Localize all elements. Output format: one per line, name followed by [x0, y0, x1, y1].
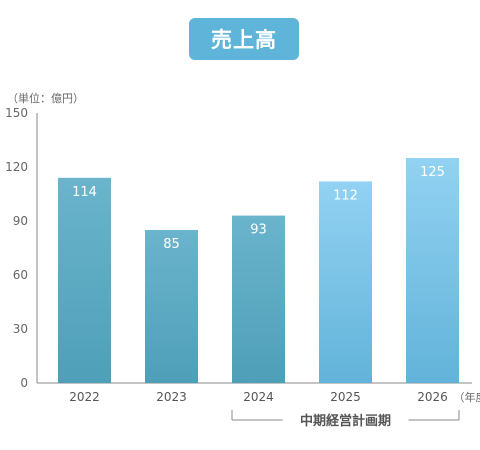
- x-unit-label: （年度）: [454, 390, 480, 404]
- y-tick-label: 0: [20, 376, 28, 390]
- data-label: 93: [250, 223, 267, 238]
- x-tick-label: 2023: [156, 390, 187, 404]
- x-tick-label: 2024: [243, 390, 274, 404]
- data-label: 112: [333, 188, 358, 203]
- data-label: 85: [163, 237, 180, 252]
- x-tick-label: 2025: [330, 390, 361, 404]
- bar-2022: [58, 177, 111, 383]
- chart-title-badge: 売上高: [189, 18, 299, 60]
- unit-label: （単位：億円）: [7, 92, 84, 105]
- y-tick-label: 90: [13, 214, 28, 228]
- chart-title: 売上高: [211, 28, 277, 52]
- y-tick-label: 150: [5, 106, 28, 120]
- bar-2023: [145, 230, 198, 383]
- bar-2025: [319, 181, 372, 383]
- y-tick-label: 120: [5, 160, 28, 174]
- x-tick-label: 2026: [417, 390, 448, 404]
- y-tick-label: 30: [13, 322, 28, 336]
- bar-2024: [232, 215, 285, 383]
- bar-2026: [406, 158, 459, 383]
- data-label: 114: [72, 185, 97, 200]
- data-label: 125: [420, 165, 445, 180]
- y-tick-label: 60: [13, 268, 28, 282]
- bracket-label: 中期経営計画期: [300, 413, 391, 429]
- x-tick-label: 2022: [69, 390, 100, 404]
